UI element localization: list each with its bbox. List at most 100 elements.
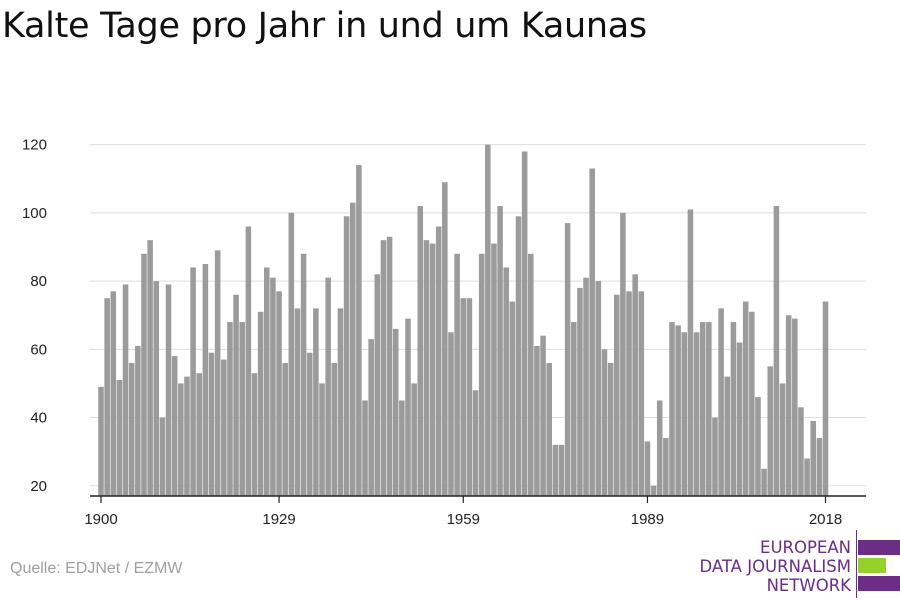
bar-1913 bbox=[178, 383, 184, 496]
bar-1935 bbox=[313, 308, 319, 496]
logo-line-3: NETWORK bbox=[766, 576, 851, 595]
bar-1907 bbox=[141, 253, 147, 496]
bar-1968 bbox=[515, 216, 522, 496]
bars bbox=[98, 144, 829, 497]
bar-2000 bbox=[712, 417, 718, 496]
y-tick-label: 60 bbox=[30, 341, 47, 358]
bar-1939 bbox=[337, 308, 344, 496]
bar-1930 bbox=[282, 362, 288, 496]
bar-1908 bbox=[147, 240, 153, 496]
edjnet-logo: EUROPEAN DATA JOURNALISM NETWORK bbox=[699, 530, 900, 600]
bar-2011 bbox=[779, 383, 786, 496]
bar-1924 bbox=[245, 226, 252, 496]
bar-2007 bbox=[755, 397, 761, 496]
bar-1918 bbox=[208, 352, 215, 496]
chart-title: Kalte Tage pro Jahr in und um Kaunas bbox=[2, 6, 647, 46]
bar-1958 bbox=[454, 253, 460, 496]
x-axis-ticks: 1900 1929 1959 1989 2018 bbox=[84, 496, 842, 528]
bar-2016 bbox=[810, 420, 816, 496]
x-tick-label: 1989 bbox=[631, 511, 664, 528]
bar-1965 bbox=[497, 206, 503, 497]
bar-1981 bbox=[595, 281, 602, 496]
bar-1973 bbox=[546, 362, 552, 496]
bar-1987 bbox=[632, 274, 638, 496]
bar-1938 bbox=[331, 362, 338, 496]
bar-1985 bbox=[620, 212, 626, 496]
bar-1944 bbox=[368, 339, 374, 496]
bar-1980 bbox=[589, 168, 595, 496]
bar-1989 bbox=[644, 441, 651, 496]
bar-1904 bbox=[122, 284, 129, 496]
bar-1909 bbox=[153, 281, 160, 496]
bar-1962 bbox=[478, 253, 485, 496]
bar-2004 bbox=[736, 342, 743, 496]
logo-line-2: DATA JOURNALISM bbox=[699, 557, 851, 576]
bar-1919 bbox=[214, 250, 221, 496]
bar-2008 bbox=[761, 468, 767, 496]
bar-1992 bbox=[663, 438, 669, 496]
bar-1936 bbox=[319, 383, 325, 496]
bar-1932 bbox=[294, 308, 301, 496]
bar-2015 bbox=[804, 458, 810, 496]
bar-1961 bbox=[472, 390, 479, 496]
bar-1978 bbox=[577, 287, 583, 496]
bar-1990 bbox=[650, 485, 657, 496]
bar-1997 bbox=[693, 332, 700, 496]
bar-1963 bbox=[485, 144, 491, 496]
bar-1948 bbox=[392, 328, 399, 496]
logo-divider bbox=[856, 530, 857, 598]
logo-bar-green bbox=[858, 558, 886, 573]
bar-1988 bbox=[638, 291, 645, 496]
bar-1986 bbox=[626, 291, 632, 496]
bar-2006 bbox=[749, 311, 755, 496]
bar-1999 bbox=[706, 322, 712, 496]
bar-1940 bbox=[343, 216, 350, 496]
bar-2014 bbox=[798, 407, 804, 496]
bar-1967 bbox=[509, 301, 516, 496]
x-tick-label: 1959 bbox=[447, 511, 480, 528]
y-tick-label: 20 bbox=[30, 478, 47, 495]
bar-1925 bbox=[251, 373, 258, 496]
x-tick-label: 1929 bbox=[262, 511, 295, 528]
bar-1917 bbox=[202, 264, 209, 496]
bar-1945 bbox=[374, 274, 381, 496]
bar-1960 bbox=[466, 298, 473, 496]
bar-1994 bbox=[675, 325, 681, 496]
logo-line-1: EUROPEAN bbox=[760, 538, 851, 557]
bar-1983 bbox=[607, 362, 614, 496]
bar-1953 bbox=[423, 240, 430, 496]
bar-1916 bbox=[196, 373, 203, 496]
bar-1996 bbox=[687, 209, 694, 496]
bar-2010 bbox=[773, 206, 780, 497]
bar-2003 bbox=[730, 322, 737, 496]
bar-1970 bbox=[528, 253, 534, 496]
bar-1956 bbox=[442, 182, 448, 497]
bar-1975 bbox=[558, 444, 565, 496]
bar-1951 bbox=[411, 383, 417, 496]
bar-2005 bbox=[742, 301, 749, 496]
bar-2018 bbox=[822, 301, 829, 496]
bar-1977 bbox=[571, 322, 577, 496]
x-tick-label: 1900 bbox=[84, 511, 117, 528]
bar-2001 bbox=[718, 308, 724, 496]
bar-1933 bbox=[300, 253, 307, 496]
bar-1905 bbox=[128, 362, 135, 496]
logo-bar-purple-top bbox=[858, 540, 900, 555]
bar-1910 bbox=[159, 417, 166, 496]
bar-1903 bbox=[116, 380, 123, 496]
x-tick-label: 2018 bbox=[809, 511, 842, 528]
bar-1982 bbox=[601, 349, 608, 496]
y-tick-label: 120 bbox=[22, 137, 47, 154]
bar-1923 bbox=[239, 322, 245, 496]
bar-1949 bbox=[399, 400, 405, 496]
bar-2012 bbox=[785, 315, 792, 496]
bar-1900 bbox=[98, 386, 104, 496]
logo-bar-purple-bottom bbox=[858, 576, 900, 591]
y-tick-label: 40 bbox=[30, 410, 47, 427]
bar-1964 bbox=[491, 243, 497, 496]
bar-2013 bbox=[792, 318, 798, 496]
bar-1984 bbox=[613, 294, 620, 496]
bar-1943 bbox=[362, 400, 368, 496]
bar-1946 bbox=[380, 240, 387, 496]
bar-1931 bbox=[288, 212, 295, 496]
